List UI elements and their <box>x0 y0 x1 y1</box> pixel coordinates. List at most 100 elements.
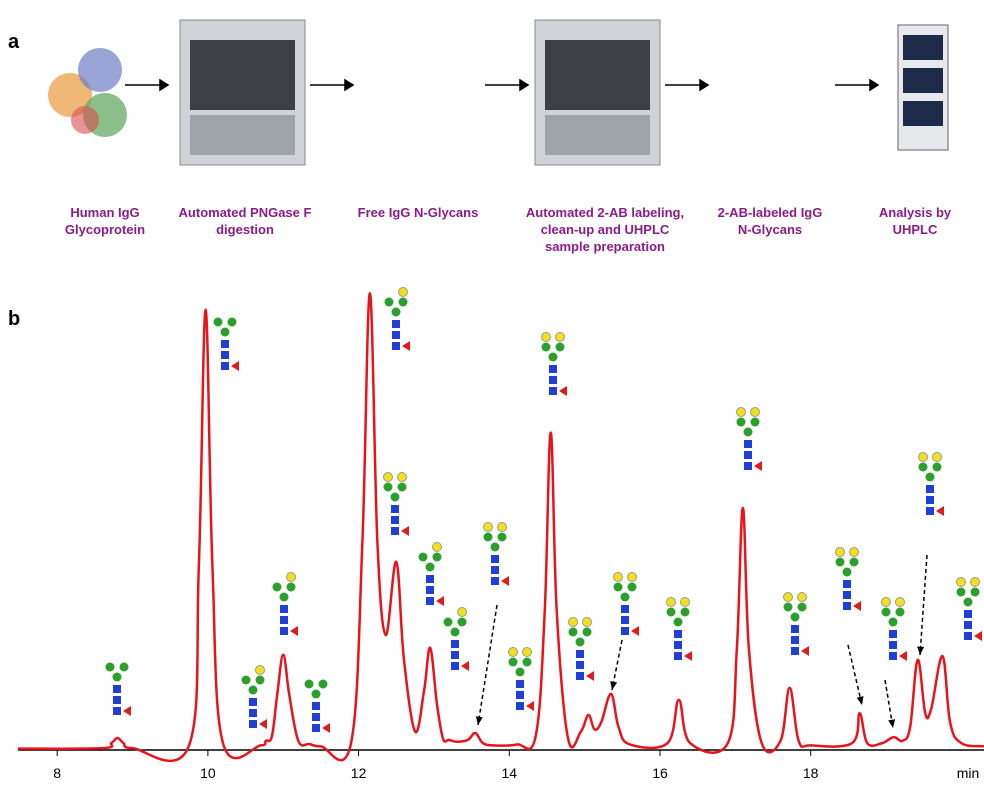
glycan-fucose <box>899 651 907 661</box>
glycan-square <box>576 672 584 680</box>
glycan-square <box>221 362 229 370</box>
step-label-line: 2-AB-labeled IgG <box>718 205 823 220</box>
step-label-line: Automated 2-AB labeling, <box>526 205 684 220</box>
glycan-gal <box>568 617 578 627</box>
glycan-square <box>249 720 257 728</box>
glycan-square <box>426 575 434 583</box>
step-label-line: Free IgG N-Glycans <box>358 205 479 220</box>
glycan-square <box>889 641 897 649</box>
glycan-square <box>549 387 557 395</box>
glycan-circle <box>450 627 460 637</box>
glycan-square <box>791 636 799 644</box>
glycan-gal <box>918 452 928 462</box>
glycan-circle <box>750 417 760 427</box>
glycan-square <box>391 505 399 513</box>
glycan-square <box>249 709 257 717</box>
step-label: 2-AB-labeled IgG N-Glycans <box>718 205 823 237</box>
glycan-circle <box>241 675 251 685</box>
chromatogram-trace <box>17 291 984 762</box>
glycan-gal <box>956 577 966 587</box>
glycan-square <box>491 577 499 585</box>
step-label-line: Glycoprotein <box>65 222 145 237</box>
glycan-square <box>791 625 799 633</box>
glycan-square <box>791 647 799 655</box>
glycan-square <box>451 651 459 659</box>
glycan-gal <box>397 472 407 482</box>
glycan-fucose <box>586 671 594 681</box>
glycan-circle <box>568 627 578 637</box>
step-label-line: Automated PNGase F <box>179 205 312 220</box>
glycan-circle <box>627 582 637 592</box>
glycan-icons <box>105 287 982 733</box>
glycan-square <box>926 485 934 493</box>
glycan-circle <box>457 617 467 627</box>
glycan-fucose <box>501 576 509 586</box>
glycan-circle <box>743 427 753 437</box>
glycan-gal <box>541 332 551 342</box>
glycan-square <box>392 331 400 339</box>
glycan-fucose <box>402 341 410 351</box>
glycan-circle <box>956 587 966 597</box>
annotation-arrow <box>477 604 498 726</box>
glycan-gal <box>457 607 467 617</box>
annotation-arrow <box>884 679 894 729</box>
glycan-gal <box>286 572 296 582</box>
glycan-circle <box>119 662 129 672</box>
glycan-circle <box>272 582 282 592</box>
glycan-fucose <box>290 626 298 636</box>
glycan-fucose <box>322 723 330 733</box>
arrow-head <box>610 681 618 690</box>
glycan-square <box>576 650 584 658</box>
glycan-circle <box>835 557 845 567</box>
glycan-circle <box>888 617 898 627</box>
glycan-fucose <box>526 701 534 711</box>
glycan-circle <box>304 679 314 689</box>
glycan-circle <box>918 462 928 472</box>
glycan-square <box>889 652 897 660</box>
glycan-gal <box>797 592 807 602</box>
arrow-head <box>888 719 896 728</box>
glycan-circle <box>248 685 258 695</box>
x-axis-label: min <box>957 765 980 781</box>
glycan-fucose <box>436 596 444 606</box>
glycan-gal <box>432 542 442 552</box>
glycan-circle <box>783 602 793 612</box>
glycan-circle <box>508 657 518 667</box>
glycan-square <box>249 698 257 706</box>
glycan-circle <box>443 617 453 627</box>
glycan-gal <box>555 332 565 342</box>
glycan-circle <box>255 675 265 685</box>
annotation-arrow <box>847 644 863 706</box>
glycan-fucose <box>631 626 639 636</box>
glycan-square <box>426 586 434 594</box>
glycan-gal <box>835 547 845 557</box>
glycan-gal <box>483 522 493 532</box>
x-tick-label: 16 <box>652 765 668 781</box>
glycan-circle <box>555 342 565 352</box>
glycan-circle <box>613 582 623 592</box>
glycan-circle <box>932 462 942 472</box>
glycan-fucose <box>684 651 692 661</box>
glycan-circle <box>790 612 800 622</box>
glycan-gal <box>627 572 637 582</box>
glycan-circle <box>881 607 891 617</box>
glycan-square <box>280 605 288 613</box>
glycan-circle <box>483 532 493 542</box>
glycan-circle <box>497 532 507 542</box>
glycan-gal <box>582 617 592 627</box>
glycan-square <box>426 597 434 605</box>
glycan-gal <box>750 407 760 417</box>
glycan-circle <box>213 317 223 327</box>
glycan-square <box>451 662 459 670</box>
glycan-square <box>621 605 629 613</box>
glycan-circle <box>227 317 237 327</box>
glycan-fucose <box>936 506 944 516</box>
arrow-head <box>917 646 925 655</box>
step-label-line: Human IgG <box>70 205 139 220</box>
workflow-art <box>48 19 949 166</box>
glycan-gal <box>932 452 942 462</box>
step-label-line: Analysis by <box>879 205 952 220</box>
glycan-square <box>549 365 557 373</box>
glycan-square <box>312 724 320 732</box>
